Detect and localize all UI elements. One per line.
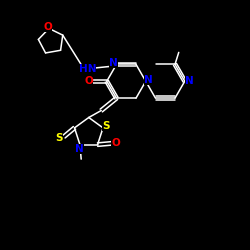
- Text: N: N: [75, 144, 84, 154]
- Text: N: N: [185, 76, 194, 86]
- Text: S: S: [56, 133, 63, 143]
- Text: N: N: [144, 75, 153, 85]
- Text: O: O: [43, 22, 52, 32]
- Text: O: O: [112, 138, 120, 148]
- Text: HN: HN: [79, 64, 96, 74]
- Text: N: N: [109, 58, 118, 68]
- Text: O: O: [84, 76, 93, 86]
- Text: S: S: [102, 121, 110, 131]
